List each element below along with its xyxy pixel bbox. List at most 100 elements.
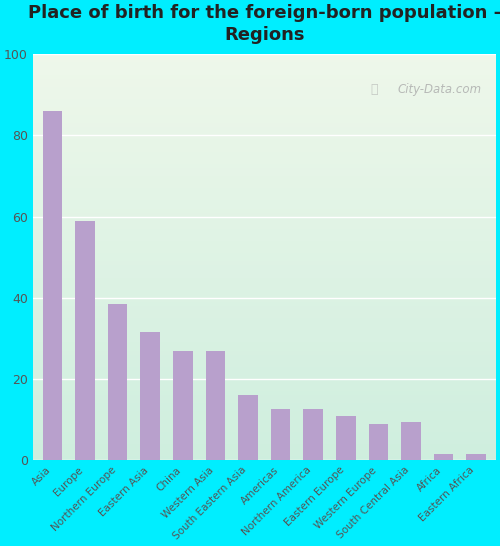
- Bar: [33, 95, 496, 99]
- Text: Ⓠ: Ⓠ: [371, 82, 378, 96]
- Bar: [33, 257, 496, 262]
- Bar: [33, 62, 496, 67]
- Bar: [33, 286, 496, 290]
- Bar: [33, 200, 496, 204]
- Bar: [33, 399, 496, 403]
- Bar: [33, 204, 496, 209]
- Bar: [33, 277, 496, 282]
- Bar: [33, 127, 496, 132]
- Bar: [33, 253, 496, 257]
- Bar: [33, 147, 496, 152]
- Bar: [33, 424, 496, 428]
- Bar: [33, 233, 496, 237]
- Bar: [33, 440, 496, 444]
- Bar: [33, 221, 496, 225]
- Bar: [33, 262, 496, 265]
- Bar: [33, 412, 496, 416]
- Bar: [33, 156, 496, 160]
- Bar: [33, 318, 496, 322]
- Bar: [466, 454, 486, 460]
- Bar: [33, 75, 496, 79]
- Bar: [33, 314, 496, 318]
- Bar: [33, 103, 496, 107]
- Bar: [33, 322, 496, 326]
- Bar: [33, 387, 496, 391]
- Bar: [33, 330, 496, 334]
- Bar: [33, 229, 496, 233]
- Bar: [238, 395, 258, 460]
- Bar: [33, 302, 496, 306]
- Bar: [33, 79, 496, 82]
- Bar: [33, 184, 496, 188]
- Bar: [33, 139, 496, 144]
- Bar: [33, 367, 496, 371]
- Bar: [33, 225, 496, 229]
- Bar: [33, 282, 496, 286]
- Bar: [33, 192, 496, 197]
- Bar: [33, 306, 496, 310]
- Bar: [108, 304, 128, 460]
- Bar: [33, 416, 496, 419]
- Bar: [33, 119, 496, 123]
- Bar: [33, 448, 496, 452]
- Bar: [33, 172, 496, 176]
- Bar: [33, 342, 496, 347]
- Bar: [33, 188, 496, 192]
- Bar: [33, 347, 496, 351]
- Bar: [33, 58, 496, 62]
- Bar: [33, 326, 496, 330]
- Bar: [434, 454, 454, 460]
- Bar: [33, 123, 496, 127]
- Bar: [33, 217, 496, 221]
- Bar: [33, 135, 496, 139]
- Bar: [76, 221, 95, 460]
- Bar: [402, 422, 421, 460]
- Bar: [140, 333, 160, 460]
- Bar: [33, 67, 496, 70]
- Bar: [33, 168, 496, 172]
- Bar: [33, 237, 496, 241]
- Bar: [33, 432, 496, 436]
- Bar: [33, 456, 496, 460]
- Bar: [33, 152, 496, 156]
- Bar: [33, 132, 496, 135]
- Bar: [33, 403, 496, 407]
- Bar: [33, 310, 496, 314]
- Bar: [33, 379, 496, 383]
- Text: City-Data.com: City-Data.com: [398, 82, 482, 96]
- Bar: [33, 269, 496, 274]
- Bar: [33, 249, 496, 253]
- Bar: [33, 241, 496, 245]
- Bar: [33, 265, 496, 269]
- Bar: [33, 107, 496, 111]
- Bar: [33, 160, 496, 164]
- Bar: [33, 197, 496, 200]
- Bar: [33, 87, 496, 91]
- Bar: [33, 91, 496, 95]
- Bar: [33, 274, 496, 277]
- Bar: [33, 436, 496, 440]
- Bar: [42, 111, 62, 460]
- Bar: [33, 359, 496, 363]
- Bar: [33, 395, 496, 399]
- Bar: [368, 424, 388, 460]
- Bar: [33, 391, 496, 395]
- Bar: [33, 351, 496, 354]
- Bar: [336, 416, 355, 460]
- Bar: [33, 164, 496, 168]
- Bar: [33, 144, 496, 147]
- Bar: [33, 180, 496, 184]
- Bar: [206, 351, 225, 460]
- Bar: [33, 371, 496, 375]
- Bar: [33, 428, 496, 432]
- Bar: [33, 339, 496, 342]
- Bar: [33, 99, 496, 103]
- Bar: [33, 298, 496, 302]
- Bar: [33, 407, 496, 412]
- Bar: [33, 176, 496, 180]
- Bar: [33, 82, 496, 87]
- Bar: [33, 111, 496, 115]
- Bar: [33, 444, 496, 448]
- Bar: [173, 351, 193, 460]
- Bar: [304, 410, 323, 460]
